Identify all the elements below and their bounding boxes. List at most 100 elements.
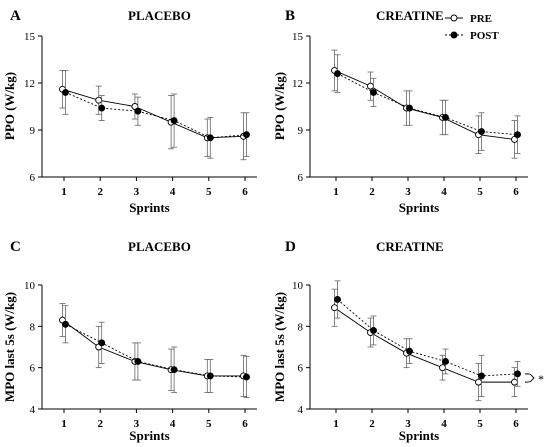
data-point [170, 366, 178, 374]
data-point [514, 370, 521, 378]
x-axis-label: Sprints [129, 428, 169, 443]
y-tick-label: 9 [30, 125, 36, 137]
series-line [334, 70, 515, 140]
series-pre [331, 49, 518, 159]
data-point [511, 378, 518, 386]
legend-label-post: POST [470, 30, 499, 42]
data-point [170, 117, 178, 125]
x-axis-label: Sprints [399, 200, 439, 215]
data-point [478, 128, 485, 136]
legend-marker-post [450, 31, 458, 39]
significance-marker: * [538, 372, 544, 386]
series-pre [331, 288, 518, 402]
data-point [442, 114, 449, 121]
x-tick-label: 1 [61, 186, 67, 198]
y-tick-label: 6 [298, 172, 304, 184]
y-axis-label: MPO last 5s (W/kg) [272, 292, 287, 402]
data-point [442, 358, 449, 365]
y-tick-label: 10 [292, 280, 304, 292]
data-point [334, 296, 341, 303]
series-pre [59, 303, 247, 398]
series-line [337, 73, 518, 136]
series-line [65, 91, 247, 139]
x-tick-label: 4 [170, 186, 176, 198]
y-tick-label: 6 [30, 363, 36, 375]
data-point [134, 107, 142, 115]
data-point [62, 88, 69, 96]
y-tick-label: 4 [298, 404, 304, 416]
x-tick-label: 3 [405, 418, 411, 430]
data-point [98, 339, 106, 347]
y-tick-label: 6 [30, 172, 36, 184]
x-axis-label: Sprints [399, 428, 439, 443]
x-axis-label: Sprints [129, 200, 169, 215]
x-tick-label: 1 [333, 186, 339, 198]
x-tick-label: 5 [206, 418, 212, 430]
x-tick-label: 5 [477, 186, 483, 198]
y-axis-label: MPO last 5s (W/kg) [2, 292, 17, 402]
x-tick-label: 1 [333, 418, 339, 430]
x-tick-label: 3 [405, 186, 411, 198]
x-tick-label: 5 [477, 418, 483, 430]
x-tick-label: 4 [441, 186, 447, 198]
x-tick-label: 6 [513, 418, 519, 430]
x-tick-label: 2 [369, 418, 375, 430]
y-tick-label: 12 [24, 78, 35, 90]
x-tick-label: 4 [170, 418, 176, 430]
data-point [334, 70, 341, 78]
y-tick-label: 8 [30, 321, 36, 333]
x-tick-label: 2 [97, 418, 103, 430]
x-tick-label: 5 [206, 186, 212, 198]
panel-title: PLACEBO [128, 239, 191, 254]
data-point [243, 373, 250, 381]
x-tick-label: 6 [513, 186, 519, 198]
x-tick-label: 3 [134, 418, 140, 430]
y-tick-label: 15 [292, 31, 304, 43]
y-tick-label: 15 [24, 31, 36, 43]
panel-title: CREATINE [376, 8, 444, 23]
series-line [337, 299, 518, 377]
data-point [95, 96, 103, 104]
panel-title: PLACEBO [128, 8, 191, 23]
x-tick-label: 3 [134, 186, 140, 198]
y-tick-label: 8 [298, 321, 304, 333]
x-tick-label: 1 [61, 418, 67, 430]
series-line [334, 307, 515, 383]
data-point [514, 131, 521, 139]
significance-bracket [524, 373, 535, 383]
y-tick-label: 6 [298, 363, 304, 375]
series-post [334, 54, 521, 154]
data-point [62, 320, 69, 328]
series-post [334, 280, 521, 398]
panel-letter: D [285, 239, 296, 255]
panel-title: CREATINE [376, 239, 444, 254]
data-point [406, 347, 413, 355]
data-point [370, 327, 377, 334]
y-axis-label: PPO (W/kg) [272, 72, 287, 140]
series-pre [59, 70, 247, 161]
data-point [331, 304, 338, 312]
data-point [478, 372, 485, 380]
y-tick-label: 12 [292, 78, 303, 90]
data-point [98, 104, 106, 112]
y-axis-label: PPO (W/kg) [2, 72, 17, 140]
y-tick-label: 9 [298, 125, 304, 137]
x-tick-label: 6 [242, 186, 248, 198]
panel-letter: A [10, 8, 21, 24]
data-point [206, 134, 214, 142]
data-point [406, 104, 413, 112]
panel-letter: C [10, 239, 21, 255]
data-point [439, 364, 446, 372]
data-point [134, 358, 142, 365]
data-point [475, 378, 482, 386]
x-tick-label: 6 [242, 418, 248, 430]
data-point [370, 88, 377, 96]
y-tick-label: 10 [24, 280, 36, 292]
data-point [367, 82, 374, 90]
panel-letter: B [285, 8, 295, 24]
data-point [243, 131, 250, 139]
